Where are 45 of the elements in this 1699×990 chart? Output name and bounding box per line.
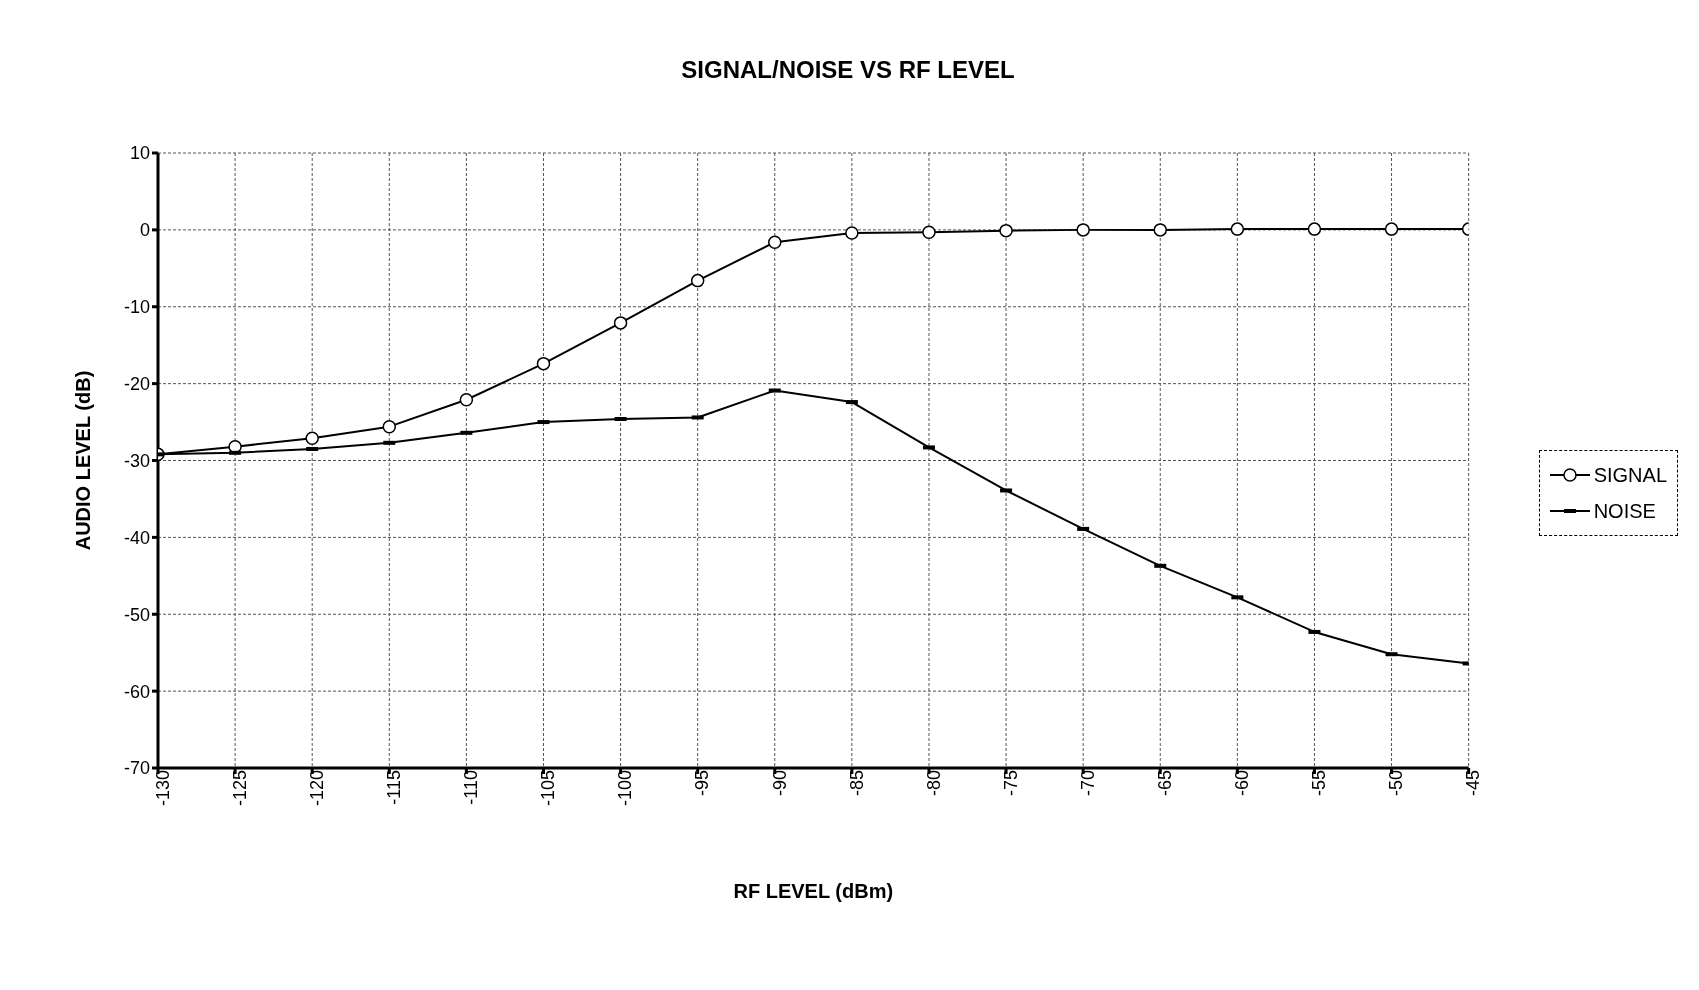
x-axis-title: RF LEVEL (dBm) <box>733 880 894 902</box>
y-tick-label: -20 <box>123 374 150 395</box>
point <box>1384 222 1399 236</box>
x-tick-label: -55 <box>1309 770 1330 797</box>
point <box>382 419 397 434</box>
x-tick-label: -130 <box>152 770 173 807</box>
legend-label: NOISE <box>1593 499 1656 524</box>
legend-label: SIGNAL <box>1593 463 1667 488</box>
x-tick-label: -60 <box>1232 770 1253 797</box>
y-tick-label: -40 <box>123 527 150 548</box>
x-tick-label: -65 <box>1155 770 1176 797</box>
point <box>1153 223 1167 237</box>
x-tick-label: -115 <box>384 770 405 805</box>
point <box>1307 222 1322 236</box>
y-axis-title: AUDIO LEVEL (dB) <box>72 370 95 551</box>
x-tick-label: -95 <box>692 770 713 797</box>
x-tick-label: -80 <box>923 770 944 797</box>
x-tick-label: -120 <box>306 770 327 807</box>
y-tick-label: -10 <box>123 297 150 318</box>
y-tick-label: -50 <box>123 604 150 625</box>
point <box>690 273 705 288</box>
x-tick-label: -105 <box>538 770 559 807</box>
y-tick-label: -30 <box>123 450 150 471</box>
point <box>1076 223 1090 237</box>
point <box>768 235 782 249</box>
x-tick-label: -85 <box>846 770 867 797</box>
y-tick-label: 10 <box>129 143 150 164</box>
point <box>922 225 936 239</box>
x-tick-label: -110 <box>461 770 482 805</box>
x-tick-label: -90 <box>769 770 790 797</box>
point <box>305 431 319 445</box>
point <box>459 393 474 407</box>
point <box>613 316 628 330</box>
point <box>845 226 859 240</box>
y-tick-label: 0 <box>139 220 150 241</box>
x-tick-label: -100 <box>615 770 636 807</box>
point <box>536 356 551 371</box>
x-tick-label: -45 <box>1463 770 1484 797</box>
point <box>1230 222 1245 236</box>
point <box>999 223 1013 238</box>
x-tick-label: -75 <box>1000 770 1021 797</box>
chart-title: SIGNAL/NOISE VS RF LEVEL <box>680 56 1016 84</box>
x-tick-label: -50 <box>1386 770 1407 797</box>
x-tick-label: -125 <box>229 770 250 807</box>
y-tick-label: -60 <box>123 681 150 702</box>
